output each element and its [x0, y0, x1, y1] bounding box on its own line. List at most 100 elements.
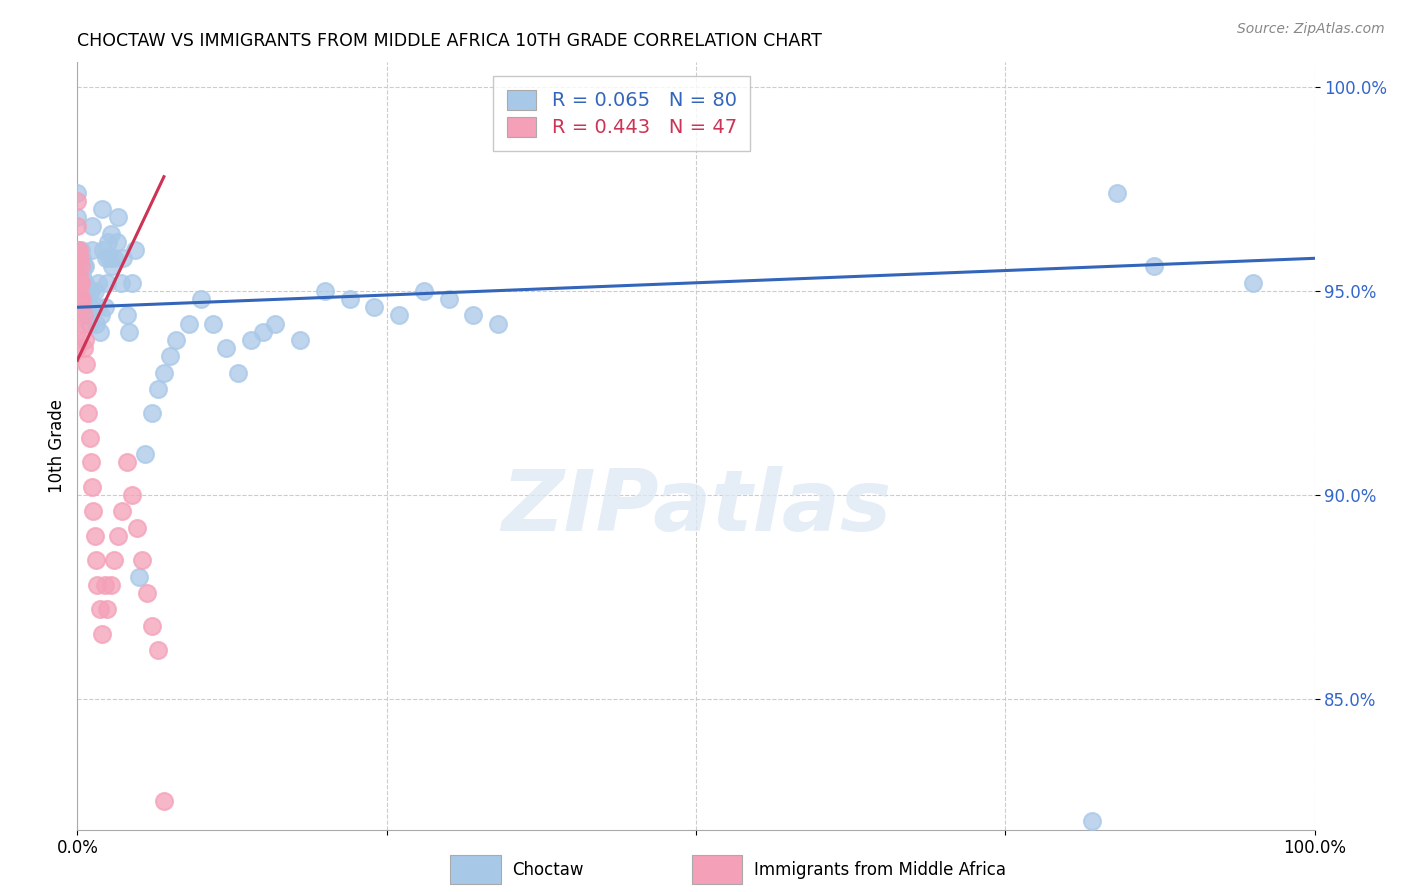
Point: [70, 260, 93, 274]
Point: [76, 382, 98, 396]
Point: [100, 227, 122, 241]
Point: [89, 602, 111, 616]
Point: [91, 202, 114, 217]
Point: [159, 349, 181, 363]
Point: [141, 618, 163, 632]
Text: ZIPatlas: ZIPatlas: [501, 466, 891, 549]
Point: [100, 578, 122, 592]
Point: [153, 366, 176, 380]
Point: [125, 520, 148, 534]
Point: [141, 406, 163, 420]
Point: [89, 325, 111, 339]
Point: [79, 431, 101, 445]
Point: [86, 300, 108, 314]
Point: [67, 268, 90, 282]
Point: [93, 300, 115, 314]
Point: [77, 292, 100, 306]
Point: [66, 341, 89, 355]
Point: [72, 309, 94, 323]
Point: [75, 284, 97, 298]
Point: [77, 309, 100, 323]
Point: [107, 211, 129, 225]
Point: [96, 276, 118, 290]
Text: CHOCTAW VS IMMIGRANTS FROM MIDDLE AFRICA 10TH GRADE CORRELATION CHART: CHOCTAW VS IMMIGRANTS FROM MIDDLE AFRICA…: [77, 32, 823, 50]
Point: [66, 260, 89, 274]
Point: [190, 292, 212, 306]
Point: [111, 504, 134, 518]
Text: Choctaw: Choctaw: [512, 861, 583, 879]
Point: [105, 235, 128, 249]
Point: [153, 794, 176, 808]
Point: [131, 553, 153, 567]
Point: [82, 243, 104, 257]
Point: [82, 504, 104, 518]
Y-axis label: 10th Grade: 10th Grade: [48, 399, 66, 493]
Point: [84, 317, 107, 331]
Point: [121, 488, 143, 502]
Point: [73, 276, 96, 290]
Point: [93, 578, 115, 592]
Point: [1143, 260, 1166, 274]
Point: [103, 252, 125, 266]
Point: [1241, 276, 1264, 290]
Point: [388, 309, 411, 323]
Point: [72, 292, 94, 306]
Point: [288, 333, 311, 347]
Point: [76, 292, 98, 306]
Point: [202, 317, 225, 331]
Point: [66, 276, 89, 290]
Point: [79, 300, 101, 314]
Point: [90, 309, 112, 323]
Point: [72, 341, 94, 355]
Point: [264, 317, 287, 331]
Point: [70, 260, 93, 274]
Point: [75, 300, 97, 314]
Point: [66, 186, 89, 200]
Point: [215, 341, 238, 355]
Point: [67, 243, 90, 257]
Point: [72, 276, 94, 290]
Point: [98, 252, 121, 266]
Point: [87, 276, 110, 290]
Point: [72, 252, 94, 266]
Point: [80, 455, 103, 469]
Text: Source: ZipAtlas.com: Source: ZipAtlas.com: [1237, 22, 1385, 37]
Point: [66, 243, 89, 257]
Point: [72, 260, 94, 274]
Point: [96, 602, 118, 616]
Point: [339, 292, 361, 306]
Point: [69, 292, 91, 306]
Point: [437, 292, 460, 306]
Point: [72, 317, 94, 331]
Point: [66, 219, 89, 233]
Point: [101, 260, 124, 274]
Point: [146, 643, 169, 657]
Point: [73, 333, 96, 347]
Point: [115, 455, 138, 469]
Point: [72, 284, 94, 298]
Point: [115, 309, 138, 323]
Point: [67, 284, 90, 298]
Point: [121, 276, 143, 290]
Point: [70, 276, 93, 290]
Point: [486, 317, 509, 331]
Point: [83, 284, 105, 298]
Point: [239, 333, 262, 347]
Point: [94, 252, 117, 266]
Text: Immigrants from Middle Africa: Immigrants from Middle Africa: [754, 861, 1005, 879]
Point: [66, 243, 89, 257]
Point: [66, 194, 89, 209]
Point: [135, 586, 157, 600]
Point: [80, 284, 103, 298]
Point: [66, 211, 89, 225]
Point: [124, 243, 146, 257]
Point: [412, 284, 434, 298]
Point: [463, 309, 485, 323]
Legend: R = 0.065   N = 80, R = 0.443   N = 47: R = 0.065 N = 80, R = 0.443 N = 47: [494, 76, 751, 151]
Point: [69, 252, 91, 266]
Point: [1081, 814, 1104, 829]
Point: [91, 243, 114, 257]
Point: [70, 300, 93, 314]
Point: [165, 333, 187, 347]
Point: [118, 325, 141, 339]
